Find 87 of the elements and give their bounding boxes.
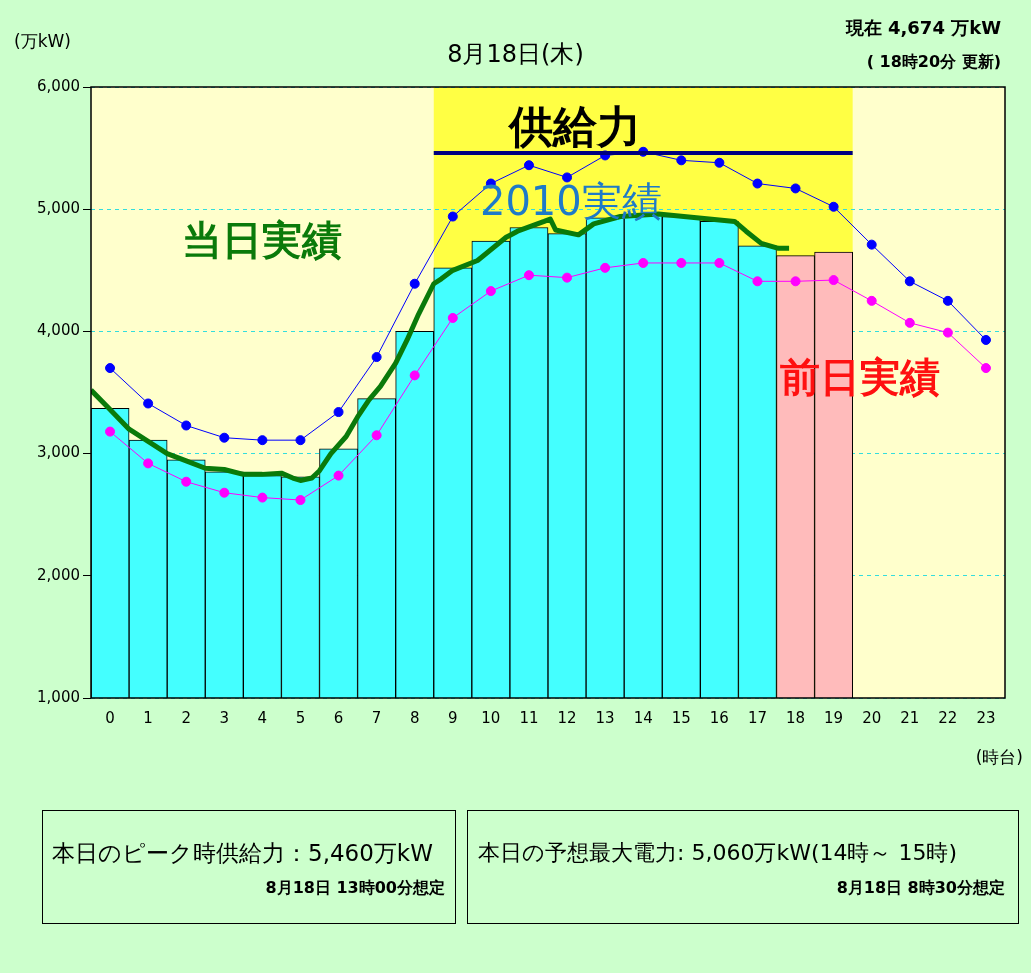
point	[295, 495, 306, 506]
point	[143, 458, 154, 469]
point	[942, 295, 953, 306]
point	[904, 317, 915, 328]
point	[447, 211, 458, 222]
text: 8月18日 13時00分想定	[265, 878, 445, 899]
x-tick-label: 5	[295, 708, 306, 727]
point	[866, 239, 877, 250]
x-tick-label: 16	[709, 708, 729, 727]
point	[143, 398, 154, 409]
point	[790, 183, 801, 194]
chart-title: 8月18日(木)	[447, 40, 584, 68]
y-tick-label: 2,000	[37, 565, 80, 584]
x-tick-label: 13	[595, 708, 615, 727]
y-axis-title: (万kW)	[14, 30, 71, 53]
x-tick-label: 10	[481, 708, 501, 727]
point	[257, 492, 268, 503]
point	[942, 327, 953, 338]
x-tick-label: 3	[219, 708, 230, 727]
point	[333, 470, 344, 481]
point	[485, 286, 496, 297]
point	[447, 312, 458, 323]
text: 本日のピーク時供給力：5,460万kW	[52, 839, 433, 868]
x-tick-label: 0	[105, 708, 115, 727]
x-tick-label: 15	[671, 708, 691, 727]
x-tick-label: 17	[747, 708, 768, 727]
point	[295, 435, 306, 446]
point	[790, 276, 801, 287]
point	[752, 276, 763, 287]
y-tick-label: 1,000	[37, 687, 80, 706]
x-tick-label: 19	[824, 708, 844, 727]
point	[333, 407, 344, 418]
point	[828, 201, 839, 212]
point	[676, 155, 687, 166]
y-tick-label: 3,000	[37, 443, 80, 462]
point	[562, 272, 573, 283]
x-tick-label: 6	[333, 708, 344, 727]
x-tick-label: 8	[409, 708, 420, 727]
point	[371, 352, 382, 363]
point	[219, 432, 230, 443]
x-tick-label: 1	[143, 708, 153, 727]
text: 本日の予想最大電力: 5,060万kW(14時～ 15時)	[478, 839, 958, 867]
x-tick-label: 20	[862, 708, 882, 727]
x-axis-title: (時台)	[975, 746, 1023, 769]
point	[562, 172, 573, 183]
x-tick-label: 12	[557, 708, 577, 727]
text: 現在 4,674 万kW	[845, 16, 1001, 40]
point	[600, 262, 611, 273]
point	[980, 334, 991, 345]
y-tick-label: 6,000	[37, 76, 80, 95]
series-label: 供給力	[506, 101, 641, 153]
point	[219, 487, 230, 498]
y-tick-label: 5,000	[37, 199, 80, 218]
point	[714, 157, 725, 168]
point	[257, 435, 268, 446]
text: 当日実績	[182, 216, 343, 263]
x-tick-label: 9	[448, 708, 458, 727]
point	[409, 278, 420, 289]
series-label: 2010実績	[479, 177, 662, 224]
point	[904, 276, 915, 287]
point	[409, 370, 420, 381]
point	[866, 295, 877, 306]
point	[181, 420, 192, 431]
point	[638, 257, 649, 268]
y-tick-label: 4,000	[37, 321, 80, 340]
point	[371, 430, 382, 441]
point	[980, 363, 991, 374]
point	[105, 363, 116, 374]
x-tick-label: 7	[371, 708, 382, 727]
x-tick-label: 22	[938, 708, 958, 727]
point	[714, 257, 725, 268]
x-tick-label: 18	[785, 708, 806, 727]
x-tick-label: 21	[900, 708, 920, 727]
text: 8月18日 8時30分想定	[836, 878, 1005, 899]
point	[181, 476, 192, 487]
x-tick-label: 14	[633, 708, 653, 727]
text: ( 18時20分 更新)	[866, 52, 1001, 73]
point	[105, 426, 116, 437]
x-tick-label: 4	[257, 708, 268, 727]
x-tick-label: 23	[976, 708, 996, 727]
point	[523, 270, 534, 281]
x-tick-label: 2	[181, 708, 191, 727]
point	[828, 275, 839, 286]
x-tick-label: 11	[519, 708, 539, 727]
point	[523, 160, 534, 171]
point	[676, 257, 687, 268]
point	[752, 178, 763, 189]
